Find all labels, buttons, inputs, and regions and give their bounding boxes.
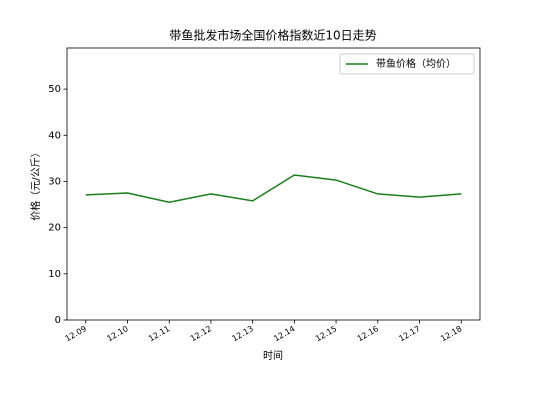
x-tick-label: 12.18 bbox=[439, 324, 463, 343]
plot-frame bbox=[66, 47, 481, 321]
legend-box bbox=[339, 53, 475, 75]
chart-title: 带鱼批发市场全国价格指数近10日走势 bbox=[169, 28, 376, 43]
y-tick-label: 50 bbox=[48, 84, 61, 95]
y-tick-label: 20 bbox=[48, 223, 61, 234]
x-tick-label: 12.09 bbox=[64, 324, 88, 343]
x-tick-label: 12.13 bbox=[231, 324, 255, 343]
x-tick-label: 12.15 bbox=[314, 324, 338, 343]
x-tick-label: 12.14 bbox=[272, 324, 296, 343]
y-tick-label: 40 bbox=[48, 130, 61, 141]
y-tick-label: 10 bbox=[48, 269, 61, 280]
x-tick-label: 12.16 bbox=[356, 324, 380, 343]
x-axis-label: 时间 bbox=[263, 349, 283, 362]
legend-label: 带鱼价格（均价） bbox=[376, 57, 456, 70]
x-tick-label: 12.12 bbox=[189, 324, 213, 343]
y-tick-label: 30 bbox=[48, 176, 61, 187]
line-series bbox=[85, 174, 462, 204]
x-tick-label: 12.11 bbox=[147, 324, 171, 343]
y-axis-label: 价格（元/公斤） bbox=[29, 147, 42, 220]
x-tick-label: 12.10 bbox=[105, 324, 129, 343]
x-tick-label: 12.17 bbox=[397, 324, 421, 343]
y-tick-label: 0 bbox=[55, 315, 61, 326]
